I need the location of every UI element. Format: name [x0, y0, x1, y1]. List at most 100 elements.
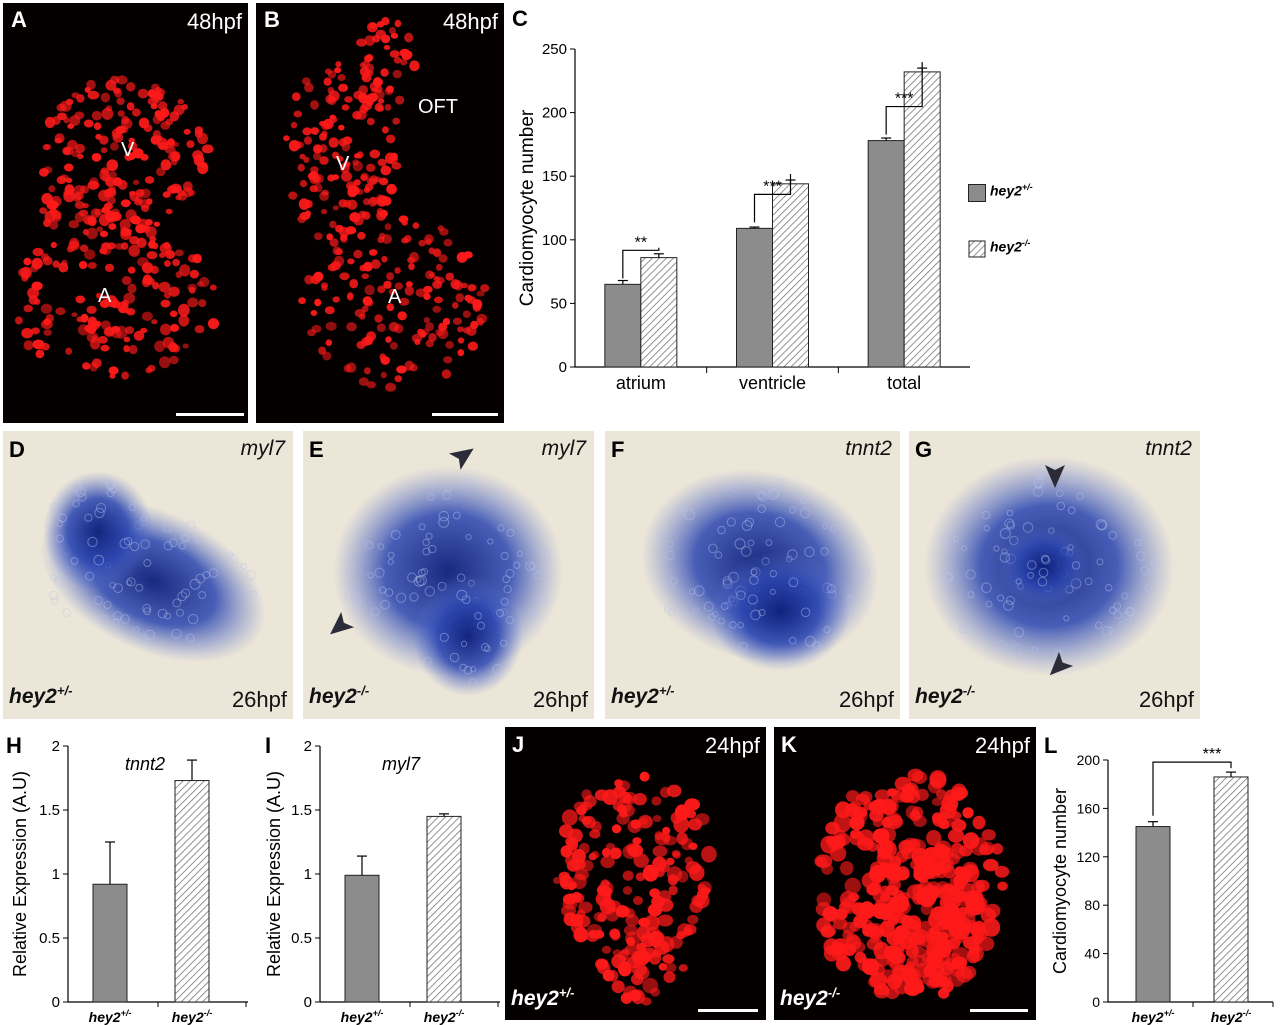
nucleus: [408, 263, 415, 271]
nucleus: [128, 244, 140, 257]
cell-outline: [734, 538, 746, 550]
nucleus: [381, 234, 392, 244]
cell-outline: [1107, 626, 1114, 633]
nucleus: [840, 861, 854, 876]
nucleus: [175, 271, 182, 279]
panel-c-label: C: [512, 6, 528, 31]
nucleus: [418, 239, 426, 247]
nucleus: [148, 240, 156, 249]
nucleus: [398, 297, 410, 306]
nucleus: [423, 317, 430, 324]
nucleus: [151, 319, 158, 325]
nucleus: [347, 258, 355, 265]
nucleus: [962, 861, 978, 877]
nucleus: [110, 142, 119, 151]
nucleus: [114, 89, 122, 98]
cell-outline: [50, 596, 59, 605]
cell-outline: [490, 491, 498, 499]
nuclei-field-b: [283, 17, 490, 392]
cell-outline: [50, 503, 58, 511]
nucleus: [346, 322, 357, 332]
cell-outline: [416, 575, 427, 586]
cell-outline: [444, 483, 453, 492]
nucleus: [630, 819, 642, 829]
cell-outline: [774, 516, 786, 528]
nucleus: [23, 304, 33, 313]
cell-outline: [664, 605, 671, 613]
nucleus: [377, 98, 385, 104]
nucleus: [154, 340, 166, 353]
nucleus: [325, 339, 332, 347]
panel-j-label: J: [512, 732, 525, 757]
nucleus: [829, 845, 847, 862]
nucleus: [343, 364, 352, 373]
nucleus: [43, 329, 52, 336]
nucleus: [101, 107, 114, 120]
nucleus: [663, 971, 676, 983]
cell-outline: [438, 510, 450, 522]
nucleus: [658, 963, 668, 971]
nucleus: [65, 347, 73, 355]
cell-outline: [93, 595, 103, 606]
cell-outline: [415, 576, 422, 583]
nucleus: [417, 328, 424, 336]
cell-outline: [708, 543, 718, 554]
nucleus: [949, 913, 961, 924]
nucleus: [15, 316, 23, 325]
significance-bracket: [753, 174, 792, 223]
nucleus: [642, 864, 659, 882]
cell-outline: [484, 645, 491, 653]
nucleus: [906, 956, 919, 967]
nucleus: [425, 322, 434, 332]
panel-j-genotype: hey2+/-: [511, 985, 575, 1010]
panel-f-label: F: [611, 437, 625, 462]
nucleus: [433, 296, 444, 304]
nucleus: [360, 174, 368, 182]
cell-outline: [49, 590, 59, 601]
cell-outline: [128, 503, 137, 511]
nucleus: [137, 88, 149, 99]
nucleus: [87, 262, 97, 269]
nucleus: [382, 126, 389, 134]
cell-outline: [1063, 615, 1070, 622]
y-tick-label: 120: [1077, 849, 1101, 865]
cell-outline: [788, 577, 799, 588]
nucleus: [364, 35, 375, 46]
nucleus: [452, 301, 459, 309]
cell-outline: [379, 586, 387, 594]
nucleus: [52, 260, 60, 268]
bar: [1135, 826, 1171, 1003]
nucleus: [450, 279, 461, 290]
nucleus: [932, 973, 944, 983]
nucleus: [394, 19, 402, 28]
nucleus: [128, 344, 138, 355]
nucleus: [133, 330, 145, 341]
nucleus: [662, 954, 675, 964]
nucleus: [965, 920, 979, 934]
nucleus: [192, 253, 202, 264]
cell-outline: [449, 652, 460, 663]
cell-outline: [351, 596, 362, 607]
panel-f-time: 26hpf: [838, 687, 894, 712]
cell-outline: [1124, 496, 1133, 505]
cell-outline: [140, 539, 150, 549]
chart-title: myl7: [382, 754, 421, 774]
nucleus: [409, 251, 420, 263]
nucleus: [597, 961, 611, 975]
nucleus: [931, 797, 943, 806]
panel-d-image: D myl7 hey2+/- 26hpf: [3, 431, 293, 719]
legend-swatch-het: [968, 184, 986, 202]
nucleus: [926, 953, 937, 964]
panel-k-time: 24hpf: [974, 733, 1030, 758]
nucleus: [432, 280, 443, 289]
nucleus: [347, 184, 357, 192]
cell-outline: [823, 626, 831, 634]
nucleus: [105, 79, 117, 91]
nucleus: [374, 314, 383, 323]
nucleus: [657, 914, 674, 927]
nucleus: [476, 290, 485, 297]
nucleus: [394, 282, 403, 290]
nucleus: [877, 903, 894, 920]
panel-k-genotype: hey2-/-: [780, 985, 841, 1010]
nucleus: [164, 145, 176, 154]
